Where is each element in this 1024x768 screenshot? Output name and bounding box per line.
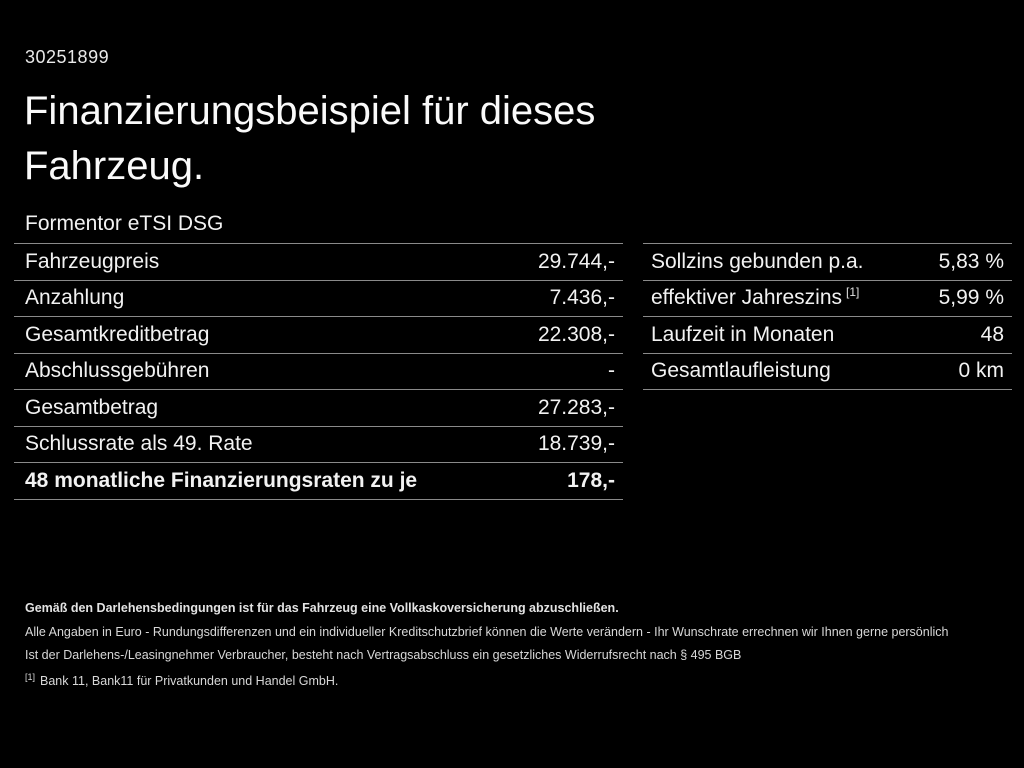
row-value: 22.308,- xyxy=(537,322,615,346)
table-row: effektiver Jahreszins [1] 5,99 % xyxy=(643,281,1012,317)
disclaimer-withdrawal-right: Ist der Darlehens-/Leasingnehmer Verbrau… xyxy=(25,648,742,662)
page-title: Finanzierungsbeispiel für dieses Fahrzeug… xyxy=(24,84,595,194)
table-row: Gesamtbetrag 27.283,- xyxy=(14,390,623,427)
table-row-monthly-rate: 48 monatliche Finanzierungsraten zu je 1… xyxy=(14,463,623,500)
row-value: 5,99 % xyxy=(938,286,1004,310)
table-row: Sollzins gebunden p.a. 5,83 % xyxy=(643,244,1012,281)
disclaimer-insurance: Gemäß den Darlehensbedingungen ist für d… xyxy=(25,601,619,615)
financing-conditions-table: Sollzins gebunden p.a. 5,83 % effektiver… xyxy=(643,243,1012,390)
row-label: effektiver Jahreszins xyxy=(651,286,843,310)
row-value: 29.744,- xyxy=(537,249,615,273)
footnote-marker: [1] xyxy=(25,671,36,682)
row-value: - xyxy=(608,359,615,383)
row-label: 48 monatliche Finanzierungsraten zu je xyxy=(25,468,418,492)
legal-disclaimer: Gemäß den Darlehensbedingungen ist für d… xyxy=(25,601,1000,689)
table-row: Gesamtlaufleistung 0 km xyxy=(643,354,1012,390)
financing-amounts-table: Fahrzeugpreis 29.744,- Anzahlung 7.436,-… xyxy=(14,243,623,500)
vehicle-model: Formentor eTSI DSG xyxy=(25,212,224,235)
row-value: 27.283,- xyxy=(537,395,615,419)
row-label: Gesamtkreditbetrag xyxy=(25,322,210,346)
row-label: Schlussrate als 49. Rate xyxy=(25,432,253,456)
row-value: 0 km xyxy=(958,359,1004,383)
page-title-line2: Fahrzeug. xyxy=(24,144,205,188)
disclaimer-euro-note: Alle Angaben in Euro - Rundungsdifferenz… xyxy=(25,625,949,639)
row-label: Abschlussgebühren xyxy=(25,359,210,383)
row-label: Anzahlung xyxy=(25,286,125,310)
footnote-ref: [1] xyxy=(846,285,860,300)
page-title-line1: Finanzierungsbeispiel für dieses xyxy=(24,89,596,133)
row-label: Gesamtlaufleistung xyxy=(651,359,831,383)
table-row: Laufzeit in Monaten 48 xyxy=(643,317,1012,354)
table-row: Abschlussgebühren - xyxy=(14,354,623,390)
row-value: 18.739,- xyxy=(537,432,615,456)
row-value: 5,83 % xyxy=(938,249,1004,273)
offer-id: 30251899 xyxy=(25,47,110,67)
footnote-bank: [1] Bank 11, Bank11 für Privatkunden und … xyxy=(25,671,1000,689)
row-label: Laufzeit in Monaten xyxy=(651,322,835,346)
row-value: 7.436,- xyxy=(549,286,615,310)
row-label: Gesamtbetrag xyxy=(25,395,159,419)
table-row: Fahrzeugpreis 29.744,- xyxy=(14,244,623,281)
table-row: Gesamtkreditbetrag 22.308,- xyxy=(14,317,623,354)
row-value: 178,- xyxy=(567,468,615,492)
table-row: Schlussrate als 49. Rate 18.739,- xyxy=(14,427,623,463)
row-label: Sollzins gebunden p.a. xyxy=(651,249,864,273)
table-row: Anzahlung 7.436,- xyxy=(14,281,623,317)
row-value: 48 xyxy=(980,322,1004,346)
footnote-text: Bank 11, Bank11 für Privatkunden und Han… xyxy=(40,674,339,688)
row-label: Fahrzeugpreis xyxy=(25,249,160,273)
